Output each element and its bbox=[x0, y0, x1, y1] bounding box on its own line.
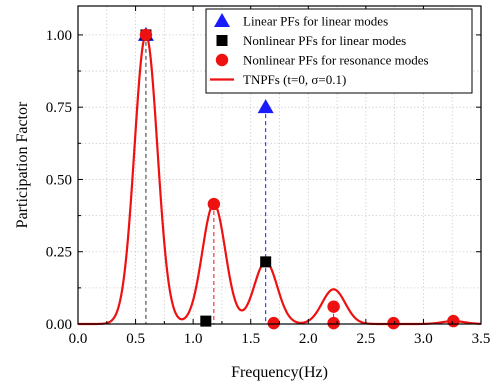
circle-marker bbox=[387, 316, 400, 330]
legend-square-swatch bbox=[216, 35, 228, 46]
y-tick-label: 1.00 bbox=[46, 28, 72, 44]
legend-label: Nonlinear PFs for linear modes bbox=[243, 33, 406, 48]
legend-circle-swatch bbox=[215, 53, 229, 67]
circle-marker bbox=[207, 197, 221, 211]
y-tick-label: 0.75 bbox=[46, 100, 72, 116]
x-tick-label: 3.0 bbox=[414, 331, 433, 347]
triangle-marker bbox=[257, 99, 274, 114]
y-axis-title: Participation Factor bbox=[14, 101, 31, 228]
legend-label: TNPFs (t=0, σ=0.1) bbox=[243, 72, 346, 87]
legend-triangle-swatch bbox=[214, 13, 230, 27]
circle-marker bbox=[327, 316, 340, 330]
x-axis-title: Frequency(Hz) bbox=[231, 364, 328, 381]
y-tick-label: 0.00 bbox=[46, 317, 72, 333]
square-marker bbox=[200, 315, 212, 327]
y-tick-label: 0.25 bbox=[46, 245, 72, 261]
circle-marker bbox=[139, 28, 153, 42]
axes: 0.0 0.5 1.0 1.5 2.0 2.5 3.0 3.5 0.00 0.25 0.50 0.75… bbox=[46, 5, 491, 347]
y-tick-label: 0.50 bbox=[46, 172, 72, 188]
square-marker bbox=[260, 256, 272, 268]
x-tick-label: 1.0 bbox=[184, 331, 203, 347]
x-tick-label: 3.5 bbox=[472, 331, 491, 347]
x-tick-label: 2.5 bbox=[356, 331, 375, 347]
x-tick-label: 1.5 bbox=[241, 331, 260, 347]
legend: Linear PFs for linear modes Nonlinear PFs… bbox=[205, 8, 473, 94]
x-tick-label: 0.5 bbox=[126, 331, 145, 347]
x-tick-label: 0.0 bbox=[69, 331, 88, 347]
legend-box bbox=[205, 8, 473, 94]
circle-marker bbox=[327, 300, 340, 313]
circle-marker bbox=[267, 316, 280, 330]
x-tick-label: 2.0 bbox=[299, 331, 318, 347]
legend-label: Nonlinear PFs for resonance modes bbox=[243, 53, 429, 68]
circle-marker bbox=[447, 314, 460, 328]
legend-label: Linear PFs for linear modes bbox=[243, 14, 388, 29]
